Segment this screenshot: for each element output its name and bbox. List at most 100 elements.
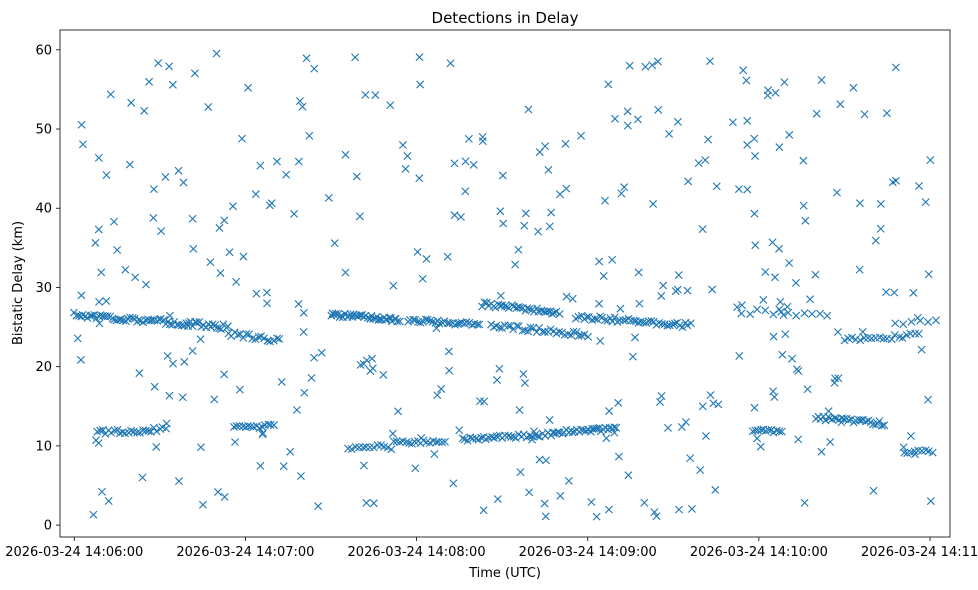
data-point [526, 323, 535, 332]
data-point [653, 57, 662, 66]
data-point [906, 432, 915, 440]
data-point [540, 327, 549, 336]
data-point [144, 426, 153, 435]
data-point [403, 151, 412, 160]
data-point [587, 498, 596, 507]
data-point [879, 334, 888, 343]
data-point [921, 198, 930, 207]
data-point [455, 426, 464, 435]
data-point [125, 313, 134, 322]
data-point [374, 316, 383, 325]
data-point [711, 485, 720, 494]
data-point [466, 433, 475, 442]
data-point [660, 320, 669, 329]
data-point [422, 255, 431, 264]
data-point [434, 437, 443, 446]
data-point [794, 366, 803, 375]
data-point [110, 426, 119, 435]
data-point [600, 316, 609, 325]
data-point [492, 432, 501, 441]
x-tick-label: 2026-03-24 14:10:00 [690, 545, 828, 560]
data-point [568, 294, 577, 303]
data-point [891, 63, 900, 72]
data-point [777, 427, 786, 436]
data-point [330, 239, 339, 248]
data-point [317, 348, 326, 357]
data-point [96, 311, 105, 320]
data-point [473, 320, 482, 329]
data-point [255, 424, 264, 433]
data-point [93, 427, 102, 436]
data-point [812, 109, 821, 118]
data-point [177, 321, 186, 330]
data-point [433, 391, 442, 400]
data-point [458, 434, 467, 443]
data-point [157, 227, 166, 236]
data-point [341, 268, 350, 277]
data-point [196, 443, 205, 452]
data-point [568, 428, 577, 437]
data-point [231, 438, 240, 447]
data-point [633, 115, 642, 124]
data-point [242, 329, 251, 338]
data-point [743, 140, 752, 149]
data-point [548, 309, 557, 318]
data-point [107, 428, 116, 437]
data-point [87, 311, 96, 320]
data-point [577, 331, 586, 340]
data-point [163, 351, 172, 360]
data-point [154, 59, 163, 68]
data-point [757, 425, 766, 434]
data-point [228, 202, 237, 211]
data-point [849, 83, 858, 92]
data-point [310, 64, 319, 73]
data-point [379, 370, 388, 379]
data-point [265, 201, 274, 210]
data-point [516, 468, 525, 477]
data-point [831, 374, 840, 383]
data-point [771, 273, 779, 282]
data-point [553, 428, 562, 436]
data-point [528, 435, 537, 444]
data-point [223, 322, 232, 331]
data-point [351, 442, 360, 451]
data-point [698, 225, 707, 234]
data-point [263, 336, 272, 345]
data-point [544, 165, 553, 174]
data-point [127, 426, 136, 435]
data-point [134, 315, 143, 324]
data-point [625, 61, 634, 70]
data-point [780, 78, 789, 87]
data-point [90, 310, 99, 319]
data-point [792, 311, 801, 320]
data-point [365, 443, 374, 452]
data-point [113, 425, 122, 434]
data-point [811, 270, 820, 279]
data-point [596, 312, 605, 321]
data-point [580, 330, 589, 339]
y-tick-label: 40 [35, 202, 52, 217]
data-point [449, 479, 458, 488]
data-point [623, 121, 632, 130]
data-point [298, 102, 307, 111]
data-point [121, 265, 130, 274]
data-point [119, 316, 128, 325]
data-point [327, 311, 336, 320]
data-point [428, 317, 437, 326]
data-point [162, 419, 171, 428]
data-point [564, 476, 573, 485]
data-point [150, 382, 159, 391]
data-point [235, 385, 244, 394]
data-point [273, 334, 282, 343]
data-point [450, 159, 459, 168]
data-point [590, 424, 599, 433]
data-point [844, 416, 853, 425]
data-point [860, 110, 869, 119]
data-point [876, 224, 885, 233]
data-point [269, 421, 278, 430]
data-point [687, 504, 696, 513]
data-point [657, 319, 666, 328]
data-point [878, 421, 887, 430]
data-point [581, 426, 590, 435]
data-point [464, 134, 473, 143]
